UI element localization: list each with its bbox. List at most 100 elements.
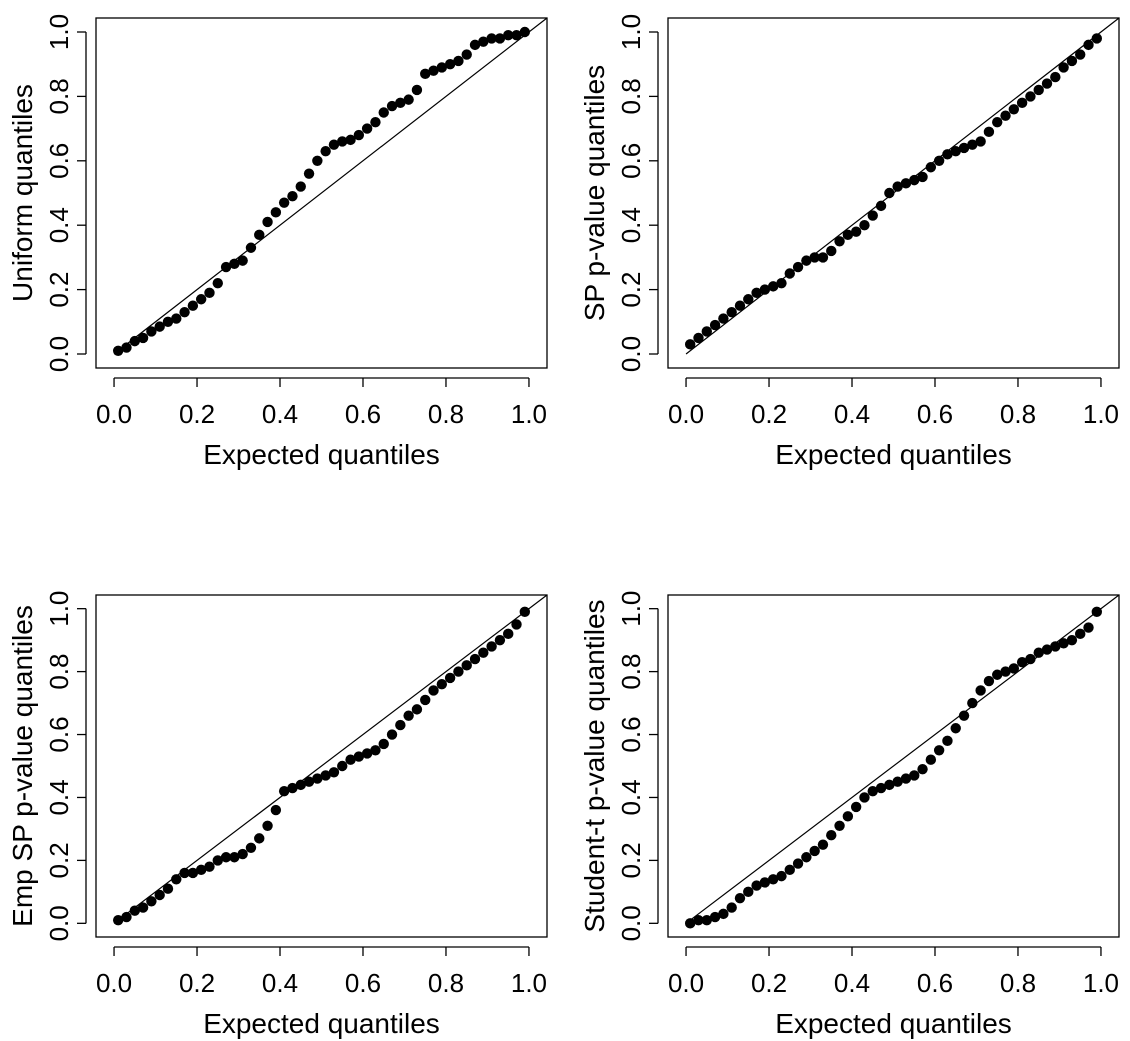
data-point	[892, 181, 903, 192]
data-point	[884, 187, 895, 199]
data-point	[320, 145, 331, 157]
data-point	[303, 168, 315, 179]
data-point	[220, 852, 232, 863]
data-point	[162, 316, 174, 327]
x-axis-label: Expected quantiles	[203, 439, 440, 470]
data-point	[759, 877, 771, 888]
data-point	[337, 760, 348, 772]
data-point	[751, 287, 762, 299]
data-point	[112, 345, 124, 356]
x-axis-label: Expected quantiles	[203, 1008, 440, 1039]
data-point	[892, 776, 903, 787]
data-point	[1091, 33, 1103, 44]
data-point	[1033, 647, 1044, 658]
data-point	[900, 773, 912, 784]
y-tick-label: 0.2	[616, 842, 646, 878]
data-point	[403, 710, 414, 721]
data-point	[792, 261, 804, 273]
data-point	[718, 313, 729, 324]
data-point	[859, 220, 870, 231]
data-point	[295, 181, 306, 192]
data-point	[254, 229, 265, 241]
data-point	[784, 864, 795, 876]
y-tick-label: 0.8	[616, 78, 646, 114]
x-tick-label: 0.2	[179, 399, 215, 429]
data-point	[262, 820, 273, 831]
data-point	[867, 210, 878, 221]
data-point	[444, 58, 456, 70]
plot-frame	[95, 17, 548, 369]
data-point	[867, 785, 878, 797]
data-point	[983, 126, 995, 138]
data-point	[395, 97, 406, 109]
data-point	[809, 845, 820, 857]
data-point	[270, 804, 282, 816]
data-point	[917, 763, 928, 775]
y-tick-label: 0.0	[616, 336, 646, 372]
data-point	[312, 773, 323, 784]
data-point	[411, 704, 423, 715]
data-point	[361, 748, 373, 759]
reference-line	[113, 17, 548, 355]
y-tick-label: 1.0	[44, 591, 74, 627]
x-axis-label: Expected quantiles	[775, 439, 1012, 470]
data-point	[884, 779, 895, 791]
data-point	[1075, 49, 1086, 60]
data-point	[1000, 666, 1011, 677]
data-point	[494, 634, 506, 646]
x-tick-label: 0.6	[917, 968, 953, 998]
data-point	[287, 191, 298, 202]
x-tick-label: 0.8	[428, 968, 464, 998]
data-point	[270, 207, 282, 218]
data-point	[278, 197, 290, 208]
data-point	[1008, 663, 1020, 674]
data-point	[983, 675, 995, 687]
data-point	[370, 745, 381, 756]
data-point	[726, 902, 737, 913]
data-point	[809, 252, 820, 263]
data-point	[1025, 653, 1036, 665]
data-point	[817, 252, 829, 263]
data-point	[378, 107, 389, 118]
y-axis-label: Emp SP p-value quantiles	[7, 605, 38, 927]
data-point	[146, 326, 157, 337]
x-tick-label: 1.0	[1083, 968, 1119, 998]
y-tick-label: 0.8	[44, 78, 74, 114]
y-tick-label: 0.6	[44, 143, 74, 179]
x-tick-label: 0.0	[668, 968, 704, 998]
y-tick-label: 1.0	[44, 14, 74, 50]
data-point	[303, 776, 315, 787]
x-tick-label: 1.0	[511, 968, 547, 998]
data-point	[1016, 97, 1028, 109]
x-tick-label: 0.6	[345, 968, 381, 998]
data-point	[701, 326, 712, 337]
data-point	[850, 801, 862, 813]
data-point	[229, 258, 240, 270]
data-point	[503, 30, 514, 41]
data-point	[295, 779, 306, 791]
data-point	[195, 294, 207, 305]
data-point	[776, 870, 787, 882]
data-point	[1083, 39, 1094, 51]
x-tick-label: 0.2	[179, 968, 215, 998]
data-point	[1091, 606, 1103, 618]
data-point	[162, 883, 174, 894]
data-point	[428, 65, 439, 76]
data-point	[436, 678, 448, 690]
data-point	[503, 628, 514, 640]
data-point	[478, 647, 489, 658]
data-point	[1066, 634, 1078, 646]
data-point	[933, 745, 945, 756]
y-tick-label: 0.4	[616, 779, 646, 815]
y-tick-label: 1.0	[616, 591, 646, 627]
data-point	[950, 145, 961, 157]
data-point	[1058, 62, 1069, 73]
data-point	[386, 729, 398, 740]
data-point	[337, 136, 348, 147]
data-point	[312, 155, 323, 166]
data-point	[511, 30, 522, 41]
data-point	[220, 261, 232, 273]
data-point	[693, 332, 704, 344]
data-point	[1000, 110, 1011, 121]
x-tick-label: 1.0	[511, 399, 547, 429]
